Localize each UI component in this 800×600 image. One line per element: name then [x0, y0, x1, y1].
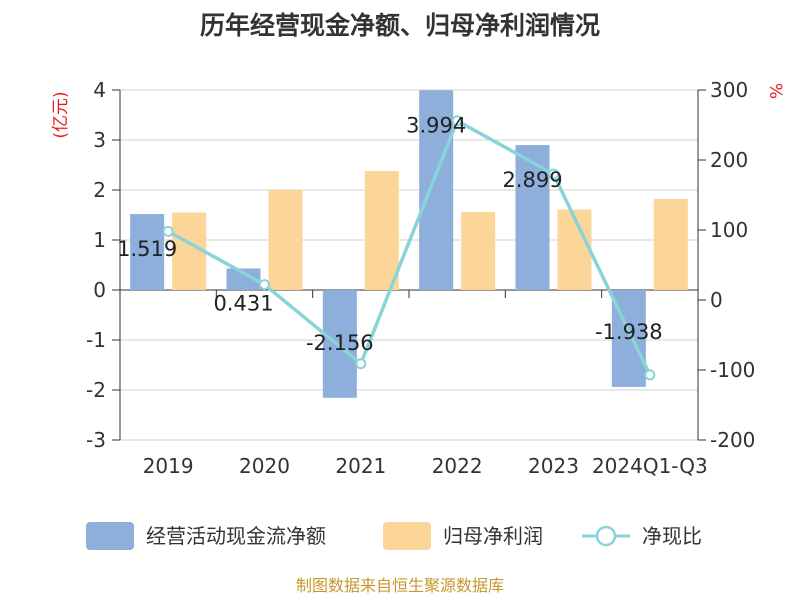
ratio-point — [644, 369, 656, 381]
left-axis-tick-label: 3 — [93, 128, 106, 152]
legend-item-ratio[interactable]: 净现比 — [582, 524, 702, 548]
ratio-point — [259, 279, 270, 291]
right-axis-tick-label: 100 — [710, 218, 748, 242]
chart-title: 历年经营现金净额、归母净利润情况 — [200, 11, 600, 40]
axes: 4 3 2 1 0 -1 -2 -3 300 200 100 0 -100 -200 2019 2020 202… — [86, 78, 755, 478]
source-note: 制图数据来自恒生聚源数据库 — [296, 576, 504, 595]
ratio-point — [548, 168, 559, 180]
right-axis-tick-label: -100 — [710, 358, 755, 382]
bar-cashflow — [322, 290, 357, 398]
right-axis-tick-label: -200 — [710, 428, 755, 452]
left-axis-tick-label: -3 — [86, 428, 106, 452]
ratio-point — [162, 225, 174, 237]
bar-profit — [268, 190, 303, 290]
bar-cashflow — [419, 90, 454, 290]
bar-cashflow-value-label: -1.938 — [595, 320, 663, 344]
x-axis-tick-label: 2021 — [335, 454, 386, 478]
legend-label-ratio: 净现比 — [642, 524, 702, 548]
ratio-line — [162, 115, 656, 381]
legend-label-cashflow: 经营活动现金流净额 — [146, 524, 326, 548]
x-axis-tick-label: 2020 — [239, 454, 290, 478]
bar-profit — [364, 171, 399, 290]
x-axis-tick-label: 2023 — [528, 454, 579, 478]
right-axis-tick-label: 200 — [710, 148, 748, 172]
bar-cashflow — [226, 268, 261, 290]
left-axis-tick-label: 4 — [93, 78, 106, 102]
left-axis-tick-label: -2 — [86, 378, 106, 402]
legend-item-profit[interactable]: 归母净利润 — [383, 522, 543, 550]
x-axis-tick-label: 2024Q1-Q3 — [592, 454, 708, 478]
bar-cashflow-value-label: 2.899 — [502, 168, 562, 192]
legend-swatch-profit — [383, 522, 431, 550]
left-axis-tick-label: 1 — [93, 228, 106, 252]
bar-cashflow-value-label: 3.994 — [406, 113, 466, 137]
left-axis-tick-label: 2 — [93, 178, 106, 202]
bar-cashflow — [130, 214, 165, 290]
right-axis-tick-label: 300 — [710, 78, 748, 102]
ratio-point — [355, 358, 367, 370]
data-labels: 1.519 0.431 -2.156 3.994 2.899 -1.938 — [117, 113, 663, 354]
bar-cashflow-value-label: 1.519 — [117, 237, 177, 261]
bar-cashflow-value-label: -2.156 — [306, 331, 374, 355]
x-axis-tick-label: 2019 — [143, 454, 194, 478]
legend-item-cashflow[interactable]: 经营活动现金流净额 — [86, 522, 326, 550]
bars — [130, 90, 688, 398]
x-axis-tick-label: 2022 — [432, 454, 483, 478]
left-axis-unit: (亿元) — [51, 91, 71, 138]
bar-profit — [653, 199, 688, 290]
right-axis-tick-label: 0 — [710, 288, 723, 312]
ratio-line-path — [167, 119, 652, 376]
legend-swatch-cashflow — [86, 522, 134, 550]
legend-label-profit: 归母净利润 — [443, 524, 543, 548]
gridlines — [120, 89, 698, 441]
bar-profit — [461, 212, 496, 290]
right-axis-unit: % — [765, 83, 785, 99]
bar-cashflow-value-label: 0.431 — [213, 291, 273, 315]
bar-cashflow — [515, 145, 550, 290]
legend: 经营活动现金流净额 归母净利润 净现比 — [86, 522, 702, 550]
left-axis-tick-label: -1 — [86, 328, 106, 352]
ratio-point — [451, 115, 463, 127]
legend-swatch-ratio-marker — [595, 525, 617, 547]
bar-profit — [557, 209, 592, 290]
left-axis-tick-label: 0 — [93, 278, 106, 302]
